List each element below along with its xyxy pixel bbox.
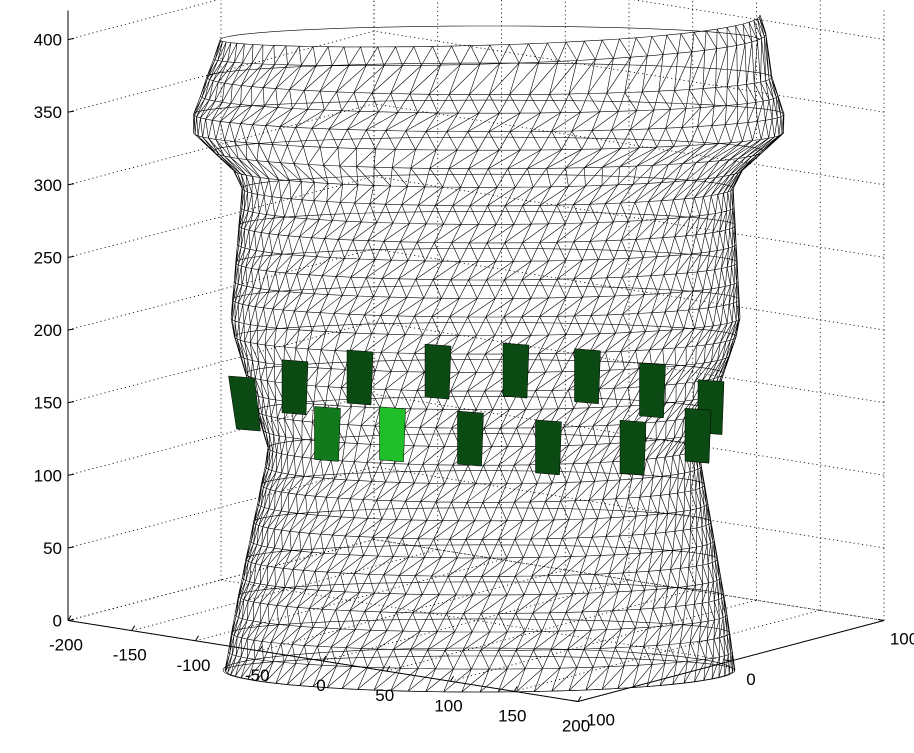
- patch-upper-2: [346, 349, 374, 406]
- patch-lower-3: [535, 419, 562, 476]
- wireframe-mesh: [193, 14, 785, 693]
- x-tick-label: -150: [113, 646, 147, 665]
- x-tick-mark: [386, 665, 391, 672]
- z-tick-label: 200: [34, 321, 62, 340]
- grid-line-z: [67, 466, 885, 549]
- z-tick-mark: [67, 110, 75, 113]
- patch-lower-4: [619, 419, 647, 476]
- torso-wireframe-back: [193, 25, 785, 671]
- y-tick-mark: [877, 619, 885, 621]
- patch-upper-4: [502, 342, 530, 399]
- patch-upper-3: [424, 343, 452, 400]
- z-tick-label: 400: [34, 31, 62, 50]
- z-tick-label: 100: [34, 466, 62, 485]
- x-tick-label: 50: [375, 686, 394, 705]
- x-tick-label: 150: [498, 706, 526, 725]
- grid-line-z: [67, 248, 885, 331]
- z-tick-mark: [67, 473, 75, 476]
- grid-line-z: [67, 103, 885, 186]
- torso-wireframe: [193, 14, 785, 693]
- x-tick-label: 0: [316, 676, 325, 695]
- z-tick-label: 250: [34, 248, 62, 267]
- patch-lower-2: [457, 410, 484, 467]
- grid-line-z: [67, 0, 885, 40]
- z-tick-label: 150: [34, 394, 62, 413]
- x-tick-mark: [67, 615, 72, 621]
- torso-base-ring: [222, 647, 734, 693]
- axes-box: [67, 10, 885, 702]
- grid-line-floor-x: [386, 589, 693, 672]
- z-tick-mark: [67, 183, 75, 186]
- patch-lower-0: [314, 406, 341, 462]
- grid-line-z: [67, 175, 885, 258]
- patch-lower-1: [379, 406, 406, 463]
- patch-upper-5: [574, 348, 601, 405]
- z-tick-mark: [67, 546, 75, 549]
- z-tick-label: 300: [34, 176, 62, 195]
- tick-labels: 0 50 100 150 200 250 300 350 400 -200 -150 -100 -50 0…: [34, 31, 914, 736]
- y-tick-label: 0: [746, 670, 755, 689]
- x-tick-mark: [258, 645, 263, 652]
- grid-lines: [67, 0, 885, 702]
- z-tick-mark: [67, 38, 75, 40]
- z-tick-mark: [67, 401, 75, 404]
- grid-line-z: [67, 30, 885, 113]
- patch-lower-5: [684, 407, 712, 464]
- z-tick-mark: [67, 619, 75, 621]
- z-tick-mark: [67, 255, 75, 258]
- x-tick-label: -100: [176, 656, 210, 675]
- patch-upper-6: [639, 362, 666, 419]
- y-tick-label: -100: [581, 711, 615, 730]
- x-tick-mark: [195, 635, 199, 642]
- z-tick-label: 50: [43, 539, 62, 558]
- patch-upper-0: [228, 375, 261, 432]
- patch-markers: [228, 342, 725, 476]
- x-tick-label: 200: [562, 717, 590, 736]
- x-tick-mark: [131, 625, 136, 631]
- x-tick-label: -200: [49, 636, 83, 655]
- x-tick-mark: [577, 696, 582, 702]
- z-tick-label: 350: [34, 103, 62, 122]
- grid-line-z: [67, 539, 885, 621]
- z-tick-mark: [67, 328, 75, 331]
- patch-upper-1: [281, 359, 309, 416]
- x-tick-label: 100: [434, 696, 462, 715]
- grid-line-z: [67, 321, 885, 404]
- x-tick-mark: [513, 686, 518, 692]
- x-tick-mark: [322, 655, 327, 662]
- z-tick-label: 0: [53, 612, 62, 631]
- y-tick-label: 100: [890, 630, 914, 649]
- grid-line-z: [67, 393, 885, 476]
- x-tick-label: -50: [245, 666, 270, 685]
- y-tick-mark: [724, 659, 732, 662]
- y-tick-mark: [571, 700, 579, 702]
- x-tick-mark: [450, 675, 454, 682]
